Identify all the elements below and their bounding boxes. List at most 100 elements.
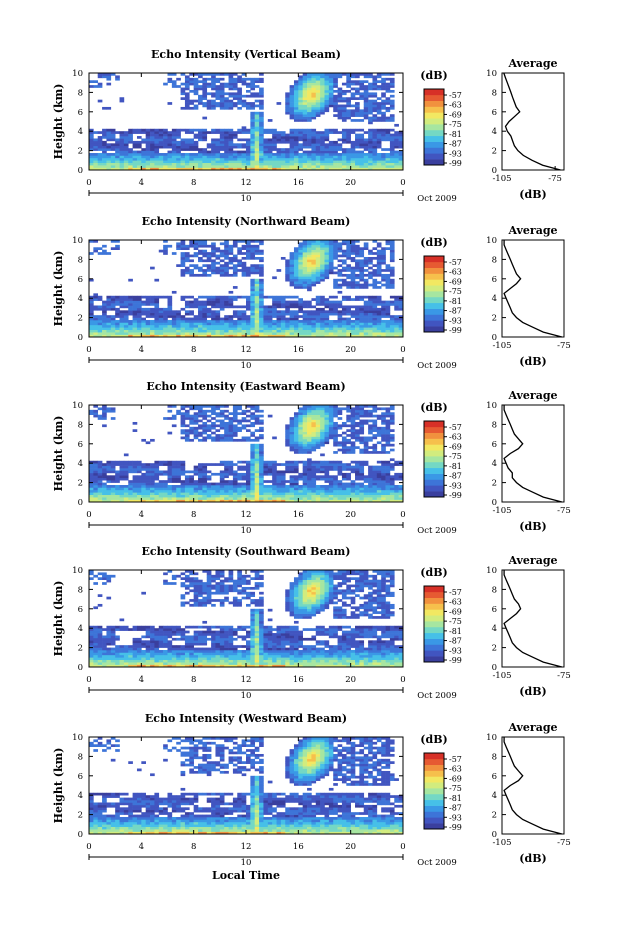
heatmap-cell <box>254 477 260 481</box>
heatmap-cell <box>141 463 146 466</box>
heatmap-cell <box>232 160 238 164</box>
heatmap-cell <box>228 155 234 159</box>
heatmap-cell <box>298 106 303 110</box>
heatmap-cell <box>320 94 325 98</box>
heatmap-cell <box>368 128 373 132</box>
heatmap-cell <box>163 138 168 142</box>
heatmap-cell <box>267 332 273 335</box>
heatmap-cell <box>359 73 365 76</box>
heatmap-cell <box>341 278 347 282</box>
heatmap-cell <box>171 315 177 318</box>
heatmap-cell <box>167 300 173 304</box>
heatmap-cell <box>337 87 343 91</box>
heatmap-cell <box>298 261 303 265</box>
heatmap-cell <box>293 431 299 435</box>
heatmap-cell <box>372 252 378 255</box>
heatmap-cell <box>337 273 343 277</box>
heatmap-cell <box>115 160 120 164</box>
heatmap-cell <box>228 327 234 331</box>
heatmap-cell <box>311 298 317 301</box>
heatmap-cell <box>250 421 256 425</box>
heatmap-cell <box>154 487 160 491</box>
heatmap-cell <box>324 417 330 420</box>
heatmap-cell <box>307 421 312 425</box>
heatmap-cell <box>219 89 225 93</box>
heatmap-cell <box>250 300 256 304</box>
heatmap-cell <box>328 312 334 316</box>
heatmap-cell <box>324 256 330 260</box>
heatmap-cell <box>263 312 269 316</box>
heatmap-cell <box>241 261 247 265</box>
heatmap-cell <box>315 332 321 335</box>
heatmap-cell <box>337 145 343 149</box>
heatmap-cell <box>320 269 325 272</box>
heatmap-cell <box>180 324 186 328</box>
heatmap-cell <box>333 499 338 503</box>
heatmap-cell <box>93 327 99 331</box>
heatmap-cell <box>123 320 129 323</box>
heatmap-cell <box>363 327 369 331</box>
heatmap-cell <box>198 412 203 415</box>
heatmap-cell <box>232 240 238 243</box>
heatmap-cell <box>254 252 260 255</box>
heatmap-cell <box>267 143 273 147</box>
heatmap-cell <box>224 143 229 147</box>
heatmap-cell <box>272 489 277 493</box>
heatmap-cell <box>232 412 238 415</box>
heatmap-cell <box>211 269 216 272</box>
heatmap-cell <box>293 322 299 326</box>
heatmap-cell <box>158 136 164 139</box>
heatmap-cell <box>394 162 399 166</box>
heatmap-cell <box>93 405 99 408</box>
heatmap-cell <box>394 320 399 323</box>
heatmap-cell <box>280 300 286 304</box>
heatmap-cell <box>359 286 365 289</box>
heatmap-cell <box>328 305 334 309</box>
heatmap-cell <box>263 489 269 493</box>
heatmap-cell <box>119 322 125 326</box>
heatmap-cell <box>372 80 378 83</box>
heatmap-cell <box>163 131 168 134</box>
heatmap-cell <box>368 307 373 311</box>
heatmap-cell <box>250 446 256 449</box>
heatmap-cell <box>202 475 208 479</box>
heatmap-cell <box>176 136 181 139</box>
heatmap-cell <box>102 465 107 469</box>
heatmap-cell <box>346 114 351 117</box>
heatmap-cell <box>307 431 312 435</box>
heatmap-cell <box>180 405 186 408</box>
heatmap-cell <box>376 322 382 326</box>
heatmap-cell <box>167 310 173 314</box>
heatmap-cell <box>346 165 351 168</box>
heatmap-cell <box>341 165 347 168</box>
heatmap-cell <box>355 327 360 331</box>
heatmap-cell <box>320 453 325 457</box>
heatmap-cell <box>337 303 343 306</box>
heatmap-cell <box>272 133 277 137</box>
heatmap-cell <box>167 165 173 168</box>
heatmap-cell <box>215 315 221 318</box>
heatmap-cell <box>89 303 94 306</box>
heatmap-cell <box>193 322 199 326</box>
heatmap-cell <box>246 436 251 440</box>
heatmap-cell <box>110 465 116 469</box>
heatmap-cell <box>341 89 347 93</box>
heatmap-cell <box>389 273 395 277</box>
heatmap-cell <box>246 150 251 154</box>
heatmap-cell <box>250 475 256 479</box>
heatmap-cell <box>298 242 303 246</box>
heatmap-cell <box>232 414 238 418</box>
heatmap-cell <box>363 143 369 147</box>
heatmap-cell <box>89 310 94 314</box>
heatmap-cell <box>267 487 273 491</box>
heatmap-cell <box>337 242 343 246</box>
heatmap-cell <box>324 160 330 164</box>
heatmap-cell <box>350 271 356 275</box>
heatmap-cell <box>176 409 181 413</box>
heatmap-cell <box>219 97 225 100</box>
heatmap-cell <box>102 165 107 168</box>
heatmap-cell <box>163 324 168 328</box>
heatmap-cell <box>123 463 129 466</box>
heatmap-cell <box>263 310 269 314</box>
heatmap-cell <box>298 252 303 255</box>
